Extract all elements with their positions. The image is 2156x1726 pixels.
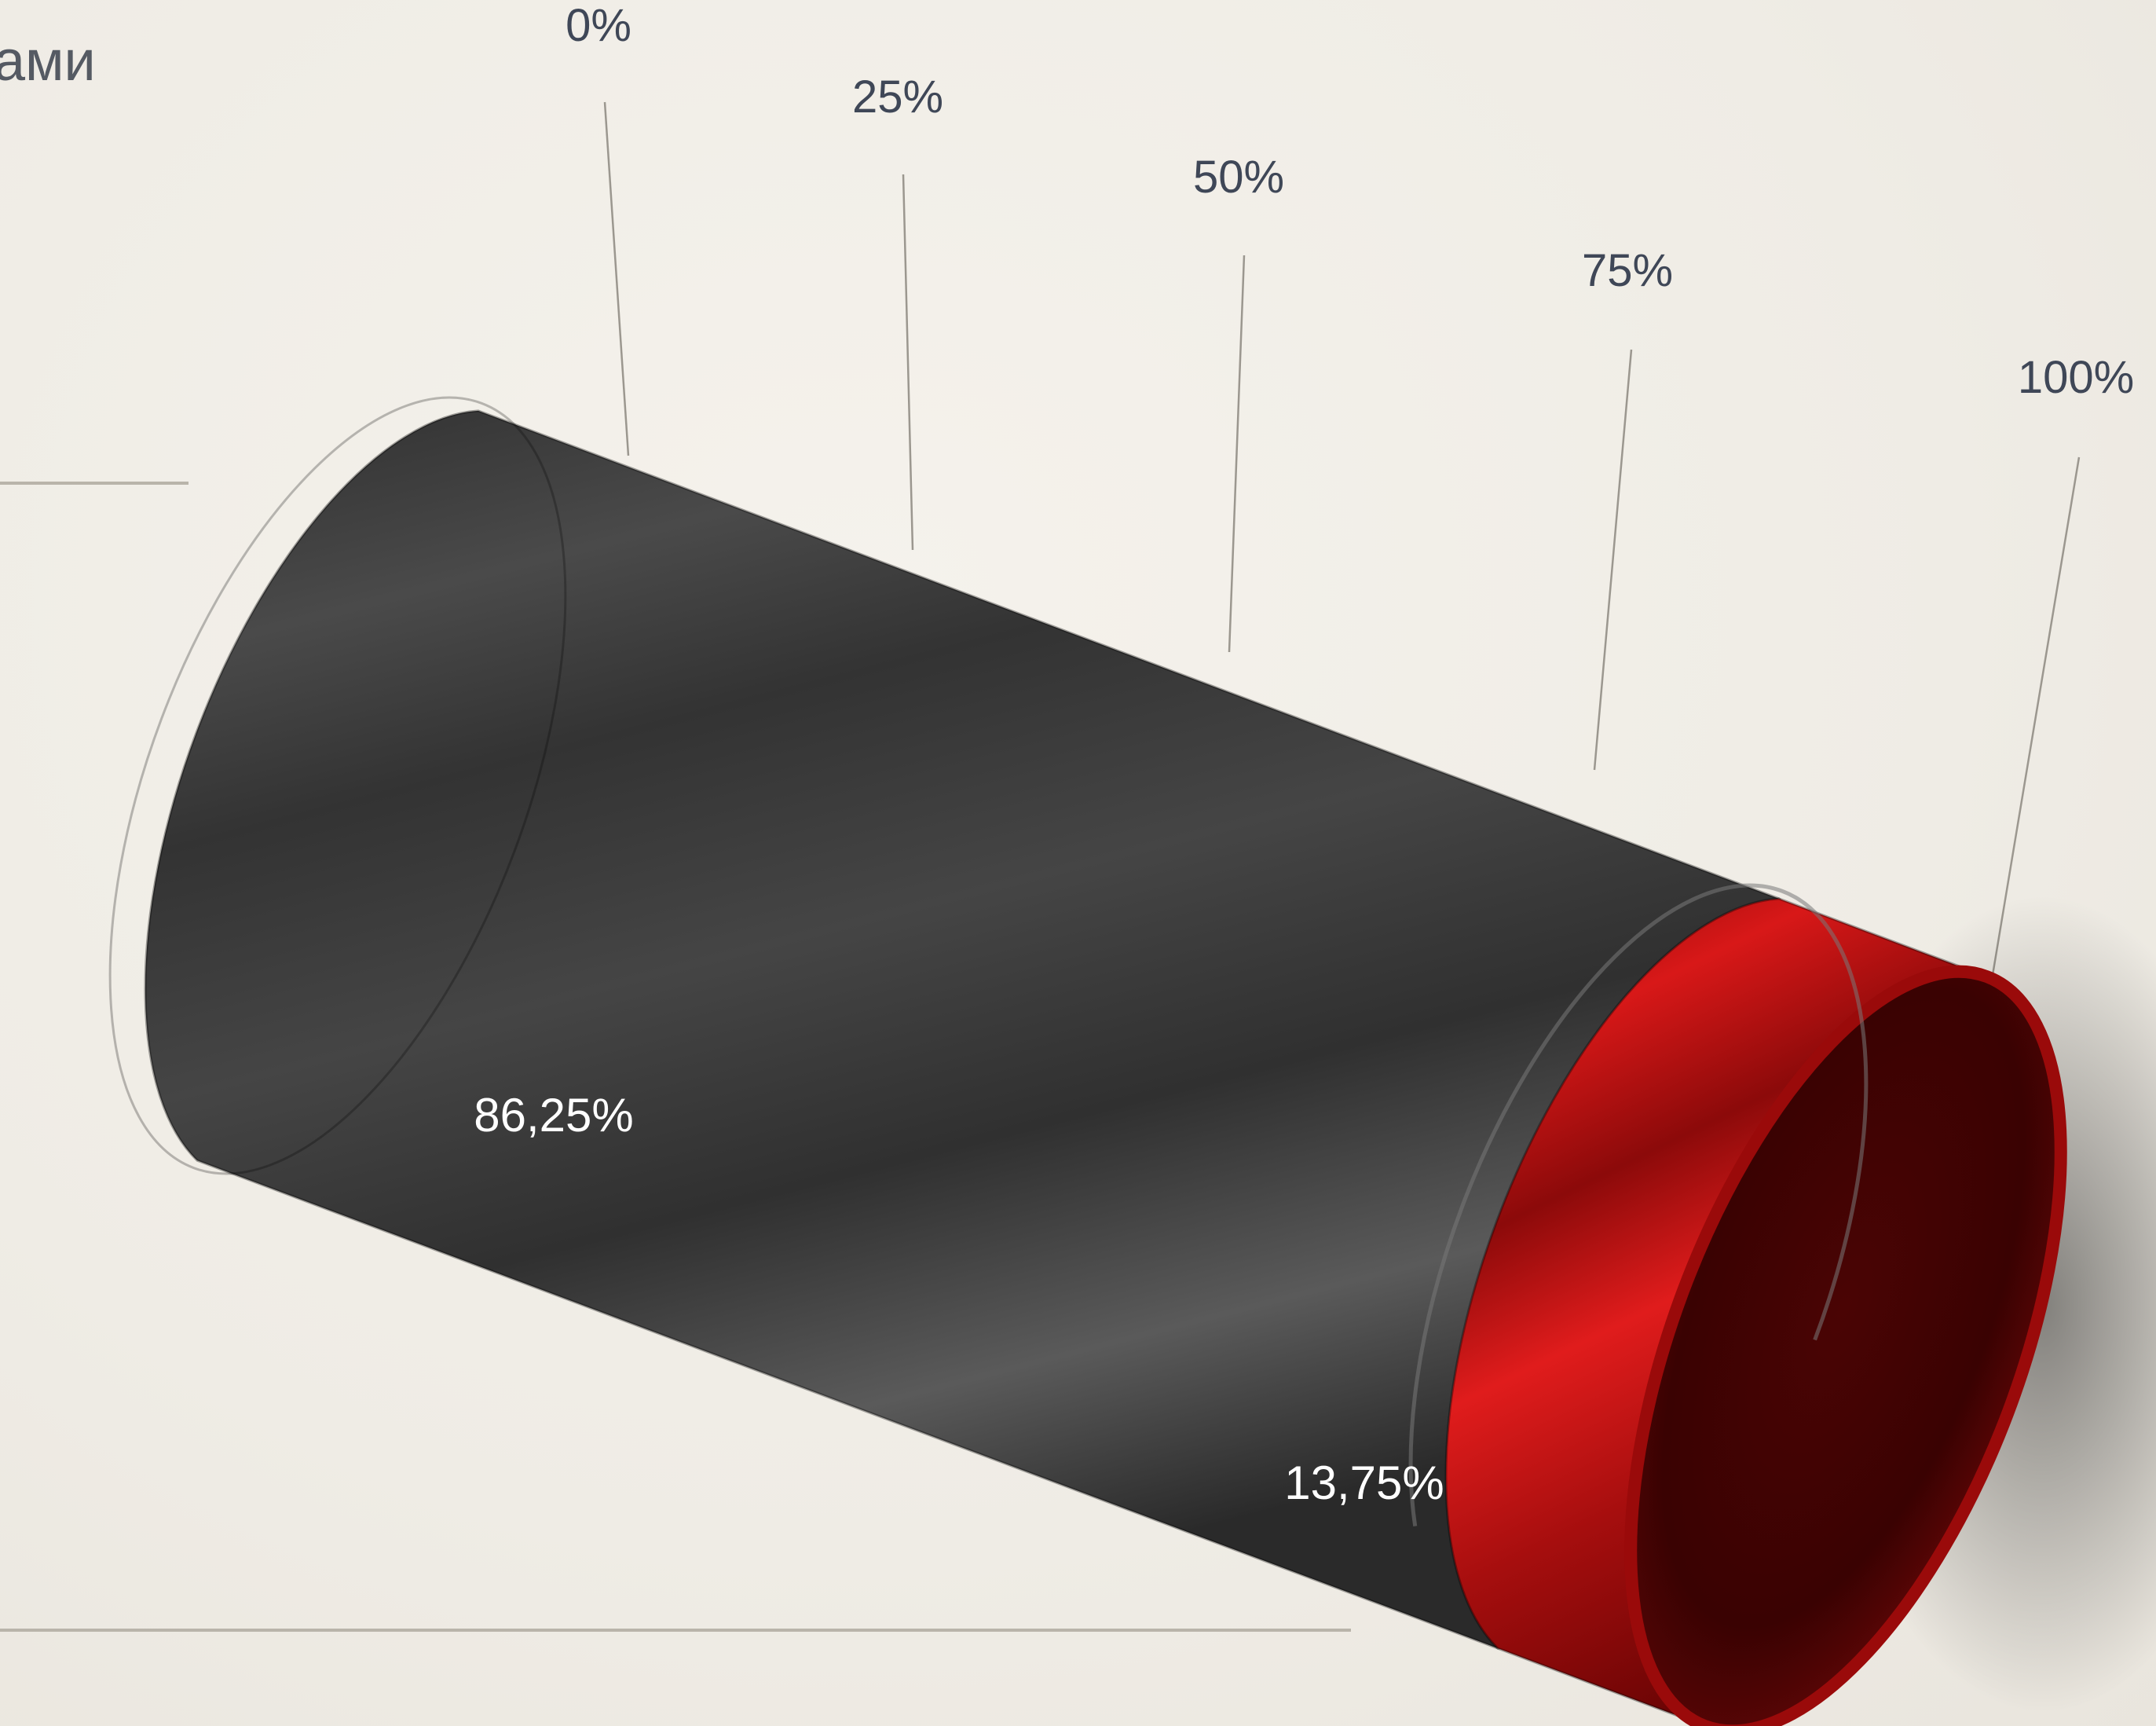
grid-line	[603, 101, 630, 456]
data-label: 86,25%	[474, 1089, 634, 1142]
bar-cap-left	[108, 396, 567, 1175]
tick-label: 75%	[1582, 245, 1673, 296]
bar-layer	[108, 396, 2067, 1726]
grid-line	[1228, 255, 1246, 653]
tick-label: 25%	[852, 71, 943, 123]
tick-label: 0%	[566, 0, 631, 51]
tick-label: 100%	[2018, 352, 2134, 403]
label-layer: 0% 25% 50% 75% 100% 86,25% 13,75%	[474, 0, 2134, 1509]
tick-label: 50%	[1193, 152, 1284, 203]
segment-divider	[1408, 883, 1869, 1664]
grid-line	[902, 174, 914, 551]
chart-title: ами	[0, 30, 96, 93]
grid-line	[1593, 349, 1633, 771]
data-label: 13,75%	[1284, 1457, 1444, 1509]
